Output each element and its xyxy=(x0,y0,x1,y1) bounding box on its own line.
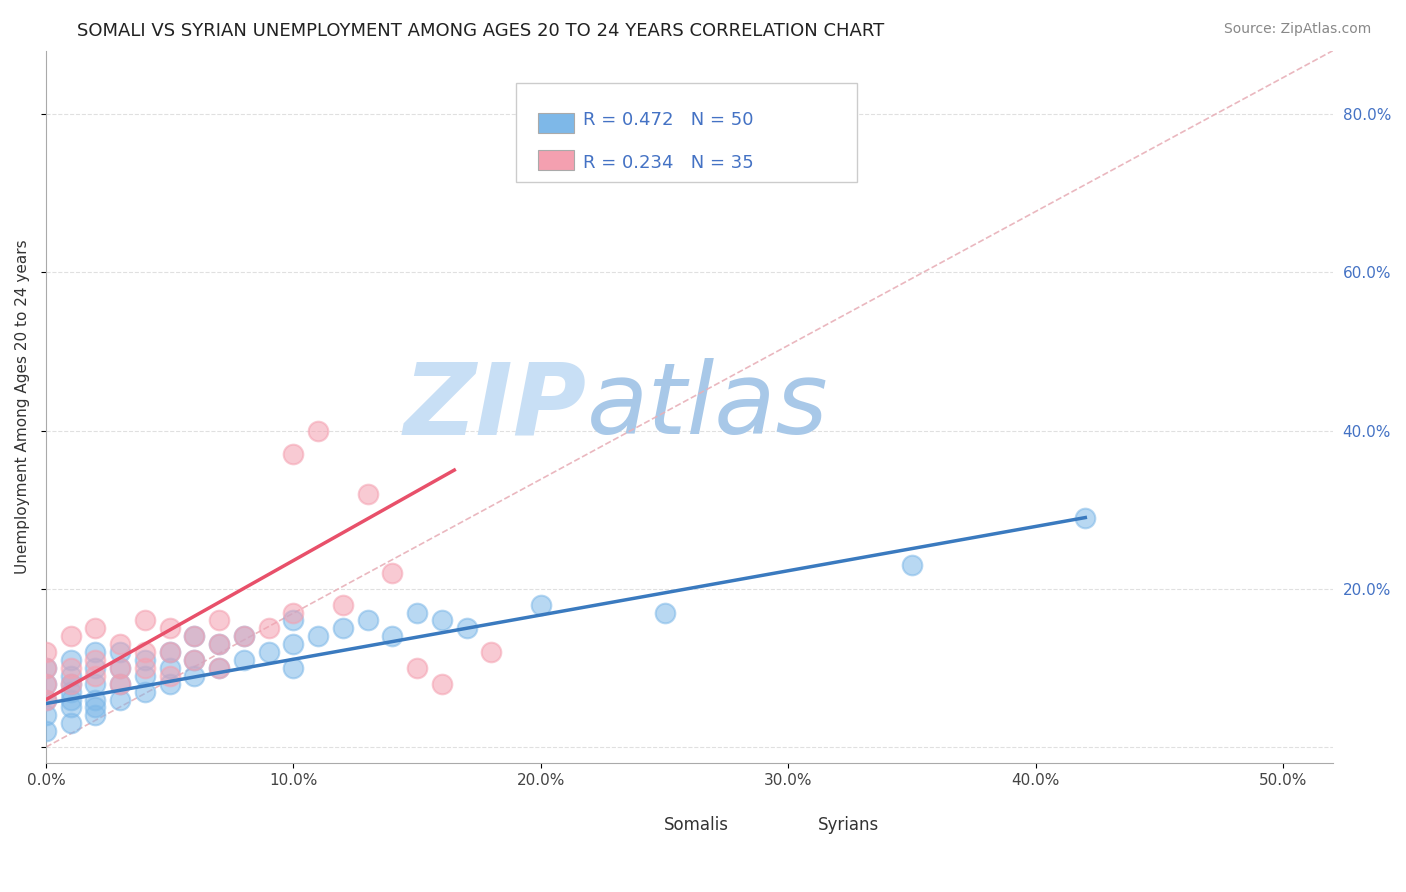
Point xyxy=(35,677,58,691)
Point xyxy=(108,661,131,675)
Point xyxy=(108,677,131,691)
Text: atlas: atlas xyxy=(586,359,828,455)
Point xyxy=(134,661,156,675)
Point xyxy=(59,629,82,643)
FancyBboxPatch shape xyxy=(516,83,856,183)
Point xyxy=(134,653,156,667)
Text: Syrians: Syrians xyxy=(818,816,879,834)
Y-axis label: Unemployment Among Ages 20 to 24 years: Unemployment Among Ages 20 to 24 years xyxy=(15,239,30,574)
Point xyxy=(481,645,503,659)
Text: ZIP: ZIP xyxy=(404,359,586,455)
Point xyxy=(901,558,924,572)
Point xyxy=(108,661,131,675)
Point xyxy=(283,661,305,675)
Point xyxy=(183,629,205,643)
Text: R = 0.472   N = 50: R = 0.472 N = 50 xyxy=(582,112,754,129)
Point xyxy=(208,637,231,651)
Point xyxy=(183,629,205,643)
Text: R = 0.234   N = 35: R = 0.234 N = 35 xyxy=(582,154,754,172)
Point xyxy=(84,621,107,635)
Point xyxy=(84,700,107,714)
Point xyxy=(59,661,82,675)
Point xyxy=(159,661,181,675)
Point xyxy=(159,677,181,691)
Point xyxy=(456,621,478,635)
Bar xyxy=(631,797,657,813)
Point xyxy=(257,621,280,635)
Point xyxy=(134,684,156,698)
Point xyxy=(159,621,181,635)
Text: Somalis: Somalis xyxy=(664,816,728,834)
Point xyxy=(159,669,181,683)
Point xyxy=(357,614,380,628)
Point xyxy=(307,424,329,438)
Point xyxy=(654,606,676,620)
Point xyxy=(84,653,107,667)
Point xyxy=(35,661,58,675)
Point xyxy=(307,629,329,643)
Point xyxy=(183,653,205,667)
Point xyxy=(84,669,107,683)
Point xyxy=(59,700,82,714)
Point xyxy=(357,487,380,501)
Point xyxy=(208,661,231,675)
Point xyxy=(35,645,58,659)
Bar xyxy=(537,112,574,133)
Point xyxy=(84,645,107,659)
Point xyxy=(257,645,280,659)
Point xyxy=(233,629,256,643)
Point xyxy=(108,692,131,706)
Point xyxy=(134,669,156,683)
Point xyxy=(332,621,354,635)
Point xyxy=(134,645,156,659)
Point xyxy=(35,661,58,675)
Point xyxy=(530,598,553,612)
Point xyxy=(208,661,231,675)
Point xyxy=(59,692,82,706)
Point xyxy=(430,614,453,628)
Point xyxy=(406,661,429,675)
Point xyxy=(84,692,107,706)
Point xyxy=(233,629,256,643)
Point xyxy=(134,614,156,628)
Point xyxy=(183,669,205,683)
Text: SOMALI VS SYRIAN UNEMPLOYMENT AMONG AGES 20 TO 24 YEARS CORRELATION CHART: SOMALI VS SYRIAN UNEMPLOYMENT AMONG AGES… xyxy=(77,22,884,40)
Point xyxy=(159,645,181,659)
Point xyxy=(35,692,58,706)
Point xyxy=(159,645,181,659)
Bar xyxy=(537,150,574,169)
Point xyxy=(283,447,305,461)
Point xyxy=(406,606,429,620)
Point xyxy=(108,645,131,659)
Point xyxy=(332,598,354,612)
Point xyxy=(108,637,131,651)
Point xyxy=(35,708,58,723)
Point xyxy=(59,677,82,691)
Point xyxy=(381,566,404,580)
Point xyxy=(84,661,107,675)
Point xyxy=(108,677,131,691)
Point xyxy=(208,614,231,628)
Point xyxy=(208,637,231,651)
Point xyxy=(35,677,58,691)
Point xyxy=(35,724,58,739)
Point xyxy=(233,653,256,667)
Point xyxy=(430,677,453,691)
Point xyxy=(84,708,107,723)
Point xyxy=(35,692,58,706)
Point xyxy=(84,677,107,691)
Point xyxy=(283,637,305,651)
Point xyxy=(59,669,82,683)
Text: Source: ZipAtlas.com: Source: ZipAtlas.com xyxy=(1223,22,1371,37)
Point xyxy=(59,653,82,667)
Point xyxy=(59,684,82,698)
Point xyxy=(381,629,404,643)
Point xyxy=(59,677,82,691)
Point xyxy=(283,606,305,620)
Bar xyxy=(786,797,811,813)
Point xyxy=(59,716,82,731)
Point xyxy=(283,614,305,628)
Point xyxy=(183,653,205,667)
Point xyxy=(1074,510,1097,524)
